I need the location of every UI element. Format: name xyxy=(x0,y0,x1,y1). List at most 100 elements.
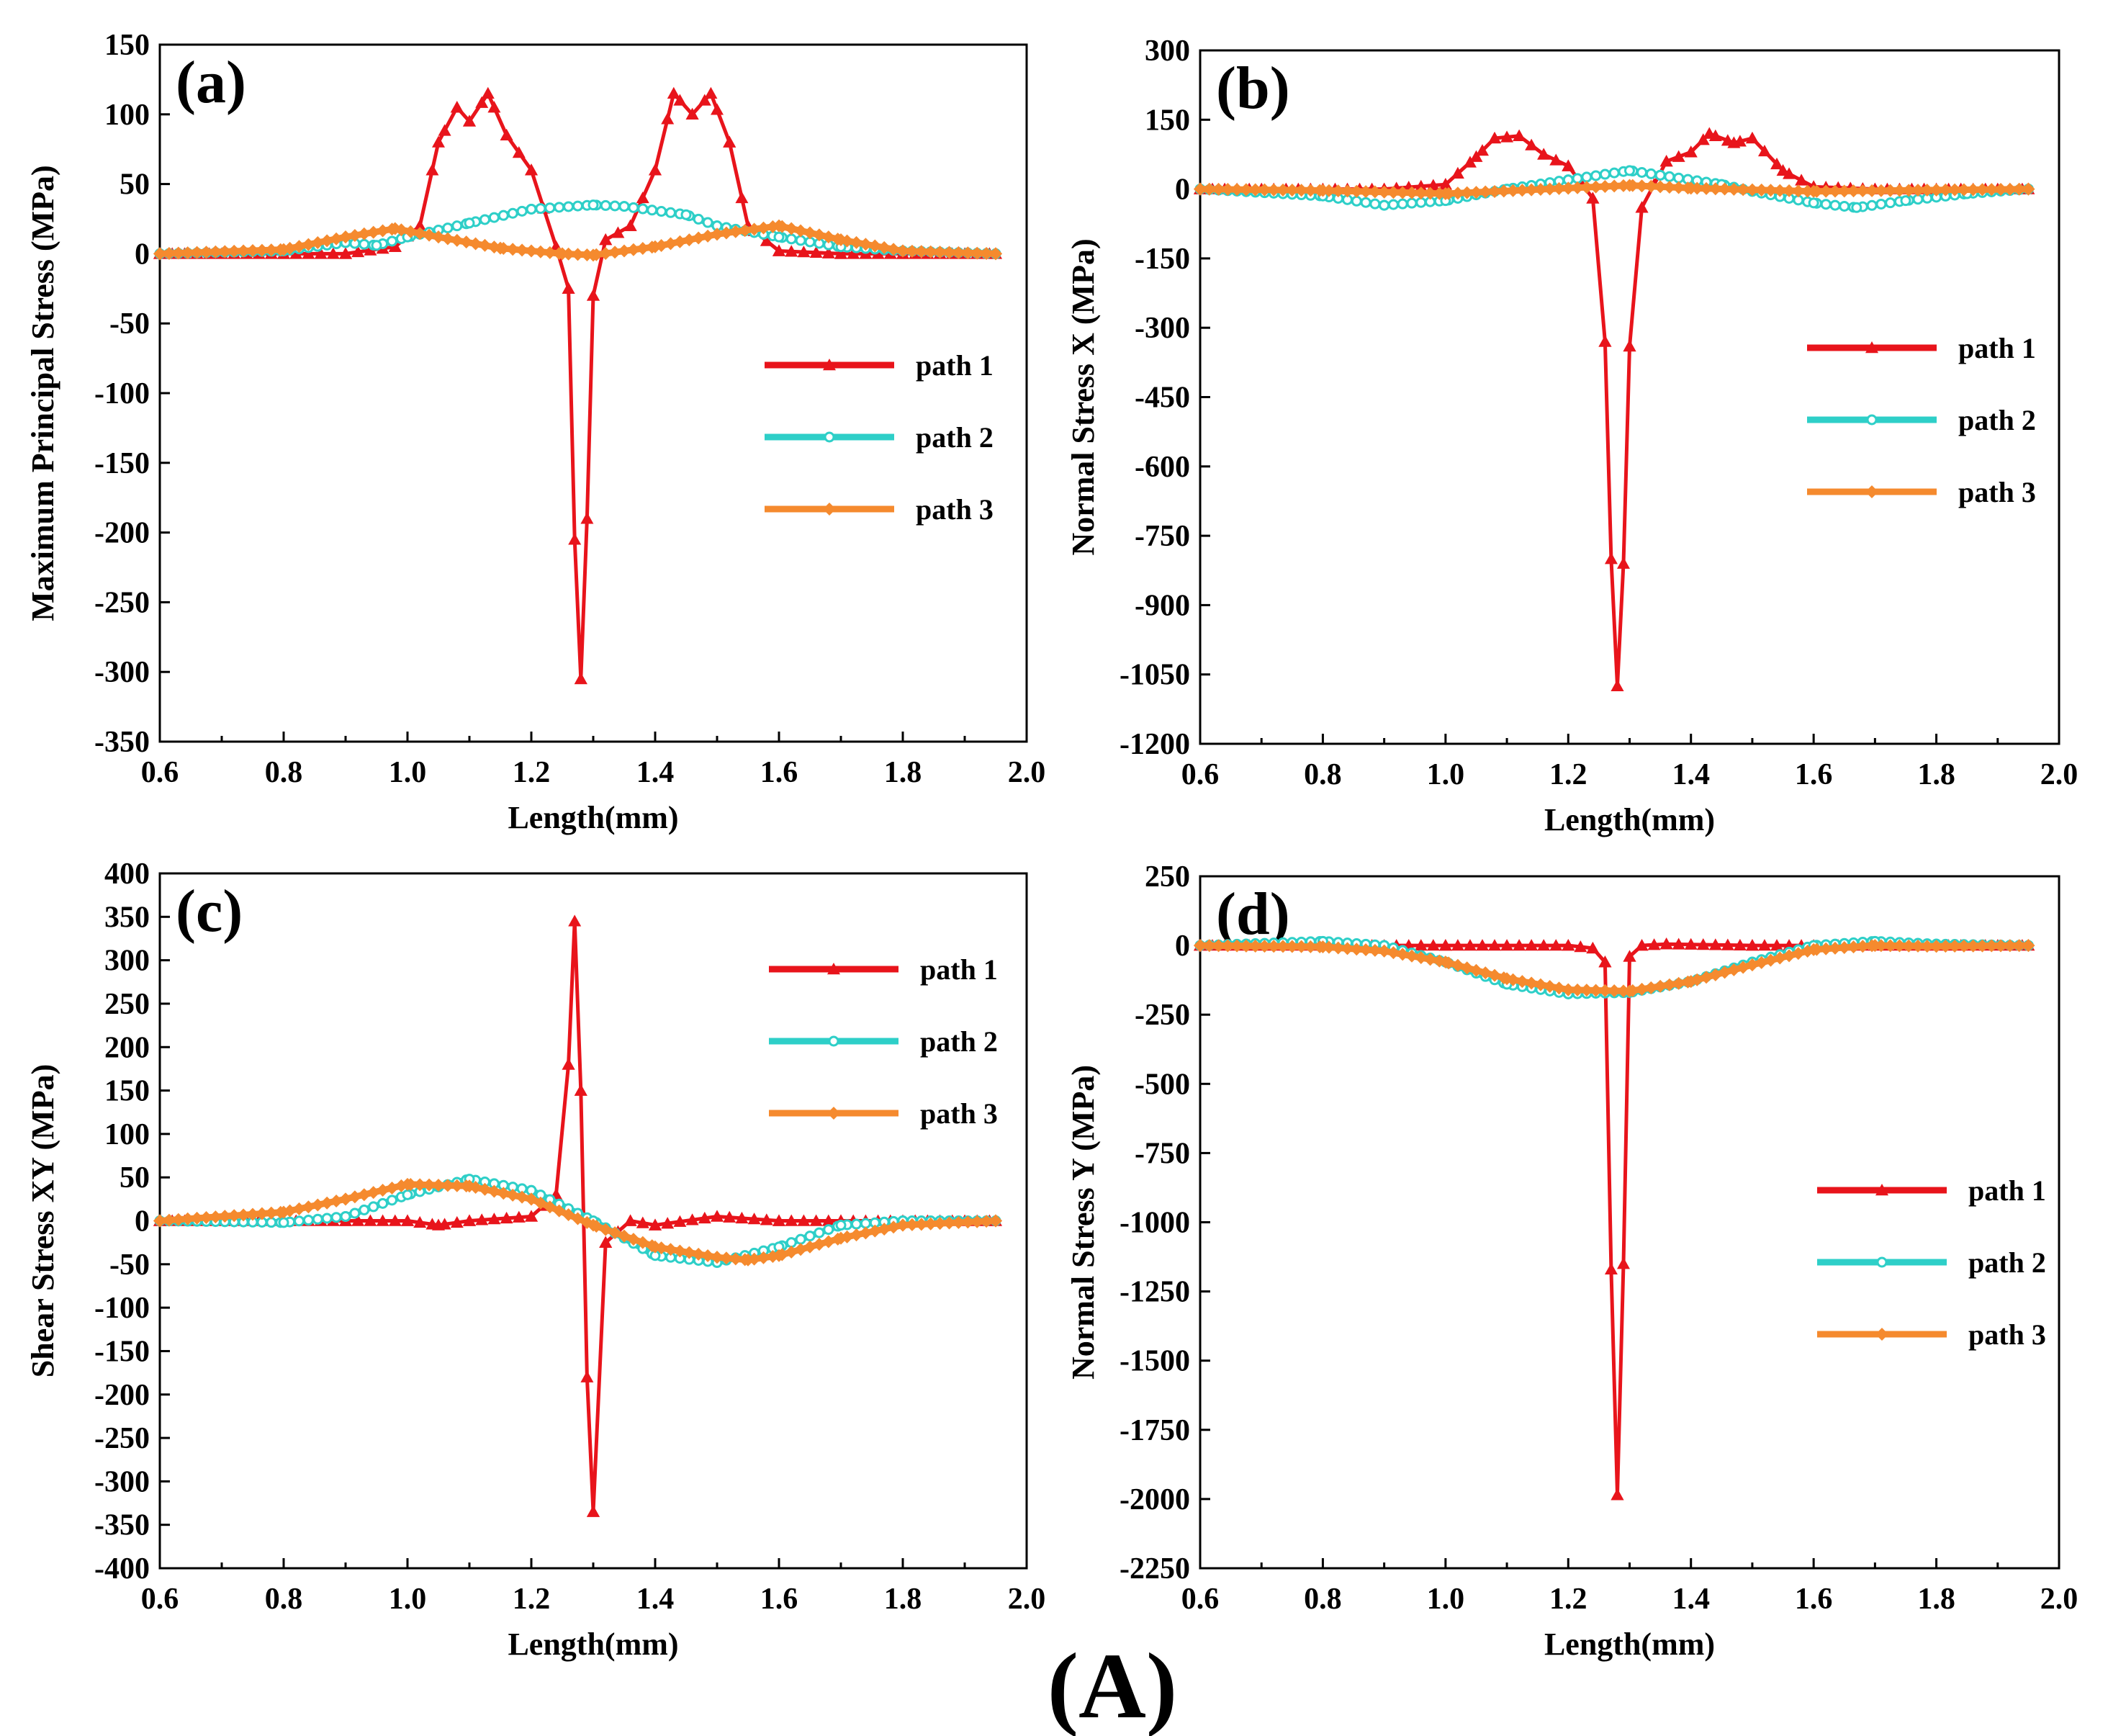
data-point xyxy=(475,1213,489,1225)
data-point xyxy=(292,1202,306,1215)
legend-label: path 1 xyxy=(1958,332,2036,364)
legend-item: path 2 xyxy=(769,1025,998,1058)
data-point xyxy=(497,1187,510,1200)
data-point xyxy=(1654,979,1667,993)
data-point xyxy=(1475,144,1489,156)
data-point xyxy=(1405,949,1418,963)
data-point xyxy=(1868,939,1882,953)
data-point xyxy=(1672,150,1685,162)
legend-marker xyxy=(823,503,836,516)
data-point xyxy=(320,1196,334,1210)
x-tick-label: 1.2 xyxy=(1549,758,1587,791)
data-point xyxy=(563,201,575,212)
data-point xyxy=(512,1210,526,1223)
data-point xyxy=(413,227,427,240)
data-point xyxy=(543,1200,557,1214)
y-tick-label: -450 xyxy=(1135,382,1190,415)
data-point xyxy=(552,1204,566,1218)
x-tick-label: 1.0 xyxy=(1427,1583,1465,1616)
data-point xyxy=(1616,557,1630,569)
data-point xyxy=(735,191,749,204)
data-point xyxy=(1479,185,1492,199)
data-point xyxy=(667,86,680,99)
data-point xyxy=(723,1210,737,1223)
data-point xyxy=(1893,184,1906,197)
data-point xyxy=(1359,943,1373,957)
data-point xyxy=(302,247,315,259)
data-point xyxy=(1745,183,1759,197)
data-point xyxy=(1598,335,1612,347)
data-point xyxy=(340,1210,351,1222)
figure-label: (A) xyxy=(1048,1634,1177,1736)
data-point xyxy=(228,1209,241,1223)
panel-label: (b) xyxy=(1216,55,1290,122)
data-point xyxy=(2022,182,2035,196)
data-point xyxy=(1755,955,1768,969)
data-point xyxy=(980,247,994,261)
data-point xyxy=(1727,136,1741,148)
y-tick-label: -350 xyxy=(94,726,150,759)
data-point xyxy=(1221,939,1235,953)
data-point xyxy=(760,234,773,246)
data-point xyxy=(580,512,594,524)
data-point xyxy=(656,206,667,217)
data-point xyxy=(1920,184,1934,197)
panel-label: (c) xyxy=(176,878,243,945)
data-point xyxy=(609,200,621,212)
data-point xyxy=(512,146,526,158)
data-point xyxy=(1586,941,1600,954)
data-point xyxy=(618,244,631,258)
series-1 xyxy=(153,86,1002,685)
data-point xyxy=(1258,940,1271,953)
data-point xyxy=(364,243,377,256)
data-point xyxy=(487,101,501,113)
data-point xyxy=(812,1238,826,1251)
y-tick-label: -300 xyxy=(94,1465,150,1498)
data-point xyxy=(834,247,847,259)
legend-marker xyxy=(823,359,836,371)
data-point xyxy=(1645,168,1657,179)
data-point xyxy=(673,94,687,106)
x-tick-label: 1.2 xyxy=(1549,1583,1587,1616)
data-point xyxy=(264,1206,278,1220)
data-point xyxy=(795,235,806,246)
data-point xyxy=(599,233,613,246)
legend-label: path 1 xyxy=(916,349,994,382)
data-point xyxy=(1708,968,1722,981)
data-point xyxy=(742,1253,755,1267)
data-point xyxy=(1351,195,1362,207)
y-tick-label: -150 xyxy=(94,447,150,480)
y-tick-label: -50 xyxy=(109,307,150,341)
data-point xyxy=(1721,938,1734,950)
series-3 xyxy=(1194,939,2035,998)
data-point xyxy=(1791,947,1805,961)
data-point xyxy=(1248,183,1262,197)
data-point xyxy=(339,247,352,259)
x-axis-title: Length(mm) xyxy=(508,800,678,835)
data-point xyxy=(757,221,770,235)
data-point xyxy=(1397,198,1408,210)
data-point xyxy=(587,289,600,301)
data-point xyxy=(1684,975,1698,989)
data-point xyxy=(413,1215,427,1228)
data-point xyxy=(1515,184,1529,197)
data-point xyxy=(600,199,611,211)
data-point xyxy=(649,163,662,176)
data-point xyxy=(661,112,675,125)
data-point xyxy=(942,246,956,259)
data-point xyxy=(1571,181,1585,194)
data-point xyxy=(649,1218,662,1231)
panel-label: (d) xyxy=(1216,881,1290,948)
data-point xyxy=(729,225,742,238)
data-point xyxy=(181,246,194,260)
data-point xyxy=(1737,183,1750,197)
data-point xyxy=(1608,167,1620,179)
legend-label: path 2 xyxy=(920,1025,998,1058)
data-point xyxy=(568,914,582,927)
data-point xyxy=(2003,182,2017,196)
data-point xyxy=(348,1190,361,1204)
data-point xyxy=(1764,953,1778,967)
data-point xyxy=(246,244,259,258)
data-point xyxy=(636,1216,649,1228)
y-tick-label: -200 xyxy=(94,1379,150,1412)
